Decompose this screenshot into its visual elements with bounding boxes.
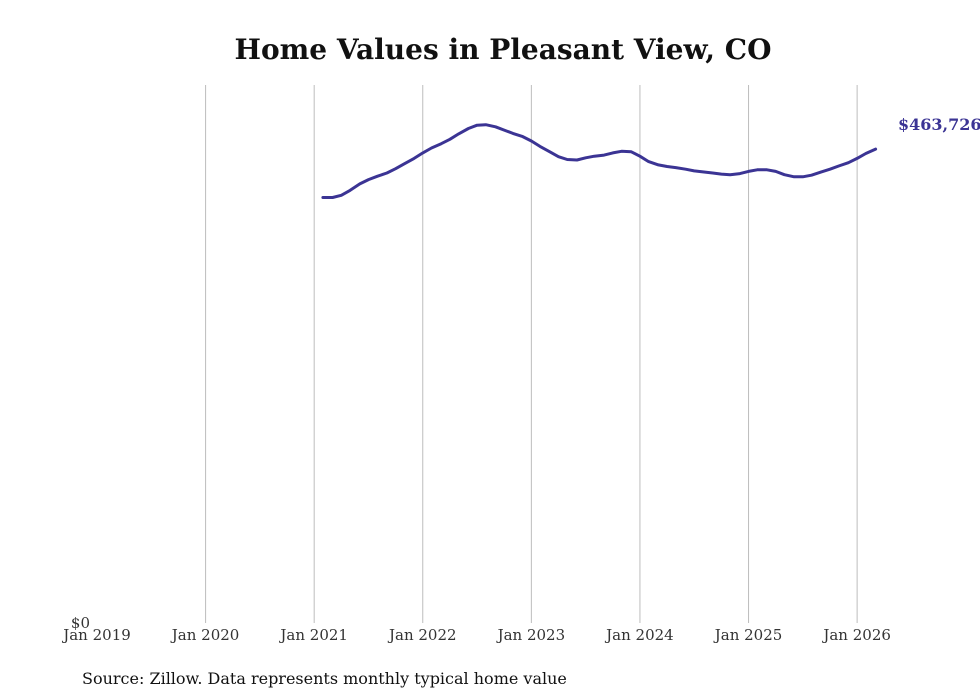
x-tick-label: Jan 2021: [278, 626, 348, 644]
x-tick-label: Jan 2024: [604, 626, 674, 644]
x-tick-label: Jan 2025: [713, 626, 783, 644]
chart-title: Home Values in Pleasant View, CO: [235, 33, 772, 66]
end-value-label: $463,726: [898, 115, 980, 134]
gridlines: [205, 85, 858, 623]
y-tick-label: $0: [71, 614, 90, 632]
x-tick-label: Jan 2020: [170, 626, 240, 644]
x-tick-label: Jan 2023: [496, 626, 566, 644]
source-note: Source: Zillow. Data represents monthly …: [82, 669, 567, 688]
x-tick-label: Jan 2022: [387, 626, 457, 644]
series-line: [321, 123, 878, 199]
x-tick-label: Jan 2026: [821, 626, 891, 644]
x-axis: Jan 2019 Jan 2020 Jan 2021 Jan 2022 Jan 2023…: [61, 626, 891, 644]
x-tick-label: Jan 2019: [61, 626, 131, 644]
